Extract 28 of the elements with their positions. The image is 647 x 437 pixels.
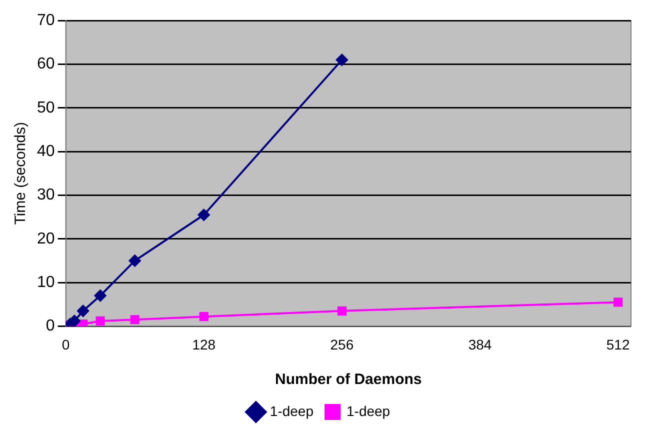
y-tick-label: 10 <box>37 274 55 291</box>
legend-label: 1-deep <box>270 402 314 419</box>
x-tick-label: 512 <box>606 336 630 352</box>
point <box>336 54 348 66</box>
point <box>96 316 105 326</box>
x-tick-label: 0 <box>62 336 70 352</box>
x-tick-label: 384 <box>468 336 492 352</box>
y-tick-label: 50 <box>37 99 55 116</box>
y-tick-label: 20 <box>37 230 55 248</box>
y-tick-label: 60 <box>37 56 55 73</box>
y-tick-label: 0 <box>46 318 55 335</box>
x-tick-label: 256 <box>330 336 354 352</box>
y-tick-label: 40 <box>37 142 55 160</box>
point <box>337 306 346 316</box>
point <box>77 304 90 317</box>
y-tick-label: 30 <box>37 186 55 204</box>
y-tick-label: 70 <box>37 12 55 30</box>
x-tick-label: 128 <box>192 336 216 352</box>
point <box>128 254 141 267</box>
x-axis-title: Number of Daemons <box>275 371 422 388</box>
y-axis-title: Time (seconds) <box>12 122 30 225</box>
point <box>130 315 140 324</box>
point <box>199 312 208 322</box>
point <box>198 208 210 221</box>
point <box>78 319 88 326</box>
legend-label: 1-deep <box>346 402 390 419</box>
point <box>94 290 106 302</box>
point <box>614 298 623 307</box>
